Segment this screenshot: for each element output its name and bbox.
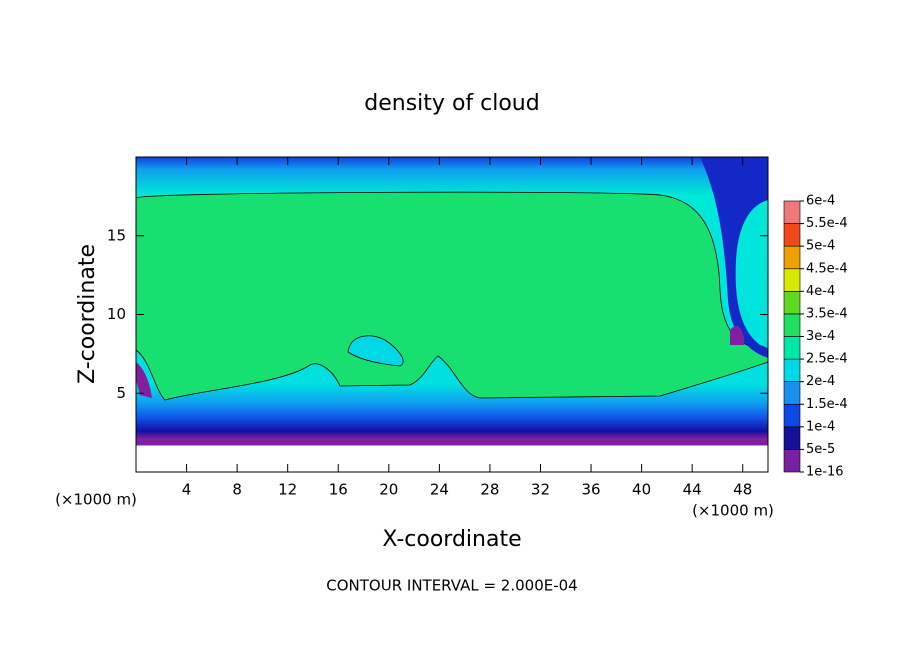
x-tick-label: 20 <box>379 481 398 499</box>
colorbar-label: 5.5e-4 <box>806 216 848 231</box>
x-unit: (×1000 m) <box>692 502 774 520</box>
y-unit: (×1000 m) <box>55 491 137 509</box>
field-left-spot <box>136 362 152 398</box>
x-tick-label: 24 <box>430 481 449 499</box>
colorbar-label: 5e-4 <box>806 239 835 254</box>
colorbar-segment <box>783 426 801 450</box>
colorbar-label: 2.5e-4 <box>806 352 848 367</box>
x-tick-label: 28 <box>480 481 499 499</box>
colorbar-segment <box>783 268 801 292</box>
footnote: CONTOUR INTERVAL = 2.000E-04 <box>326 577 577 595</box>
x-tick-label: 4 <box>182 481 192 499</box>
colorbar-segment <box>783 200 801 224</box>
x-tick-label: 12 <box>278 481 297 499</box>
x-tick-label: 36 <box>581 481 600 499</box>
y-axis-label: Z-coordinate <box>75 244 100 384</box>
colorbar-label: 2e-4 <box>806 374 835 389</box>
colorbar-segment <box>783 313 801 337</box>
y-tick-label: 5 <box>116 384 126 402</box>
colorbar-label: 5e-5 <box>806 442 835 457</box>
colorbar-label: 3.5e-4 <box>806 306 848 321</box>
chart-title: density of cloud <box>364 91 539 116</box>
colorbar-label: 1.5e-4 <box>806 397 848 412</box>
x-tick-label: 40 <box>632 481 651 499</box>
colorbar-segment <box>783 245 801 270</box>
x-tick-label: 44 <box>683 481 702 499</box>
colorbar-label: 1e-16 <box>806 465 844 480</box>
field-pocket <box>347 335 404 367</box>
x-tick-label: 32 <box>531 481 550 499</box>
x-tick-label: 16 <box>329 481 348 499</box>
y-tick-label: 10 <box>107 305 126 323</box>
colorbar-label: 1e-4 <box>806 419 835 434</box>
x-tick-label: 8 <box>232 481 242 499</box>
colorbar-segment <box>783 223 801 247</box>
x-tick-label: 48 <box>733 481 752 499</box>
colorbar-segment <box>783 381 801 405</box>
colorbar-label: 4e-4 <box>806 284 835 299</box>
colorbar-label: 6e-4 <box>806 194 835 209</box>
colorbar-label: 4.5e-4 <box>806 261 848 276</box>
field-right-spot <box>730 325 745 345</box>
colorbar-segment <box>783 291 801 315</box>
colorbar-segment <box>783 449 801 473</box>
y-tick-label: 15 <box>107 226 126 244</box>
colorbar-segment <box>783 336 801 360</box>
colorbar-segment <box>783 403 801 428</box>
field-green-region <box>135 191 769 401</box>
x-axis-label: X-coordinate <box>382 527 521 552</box>
field-right-streak <box>700 157 768 358</box>
colorbar-label: 3e-4 <box>806 329 835 344</box>
colorbar-segment <box>783 358 801 382</box>
